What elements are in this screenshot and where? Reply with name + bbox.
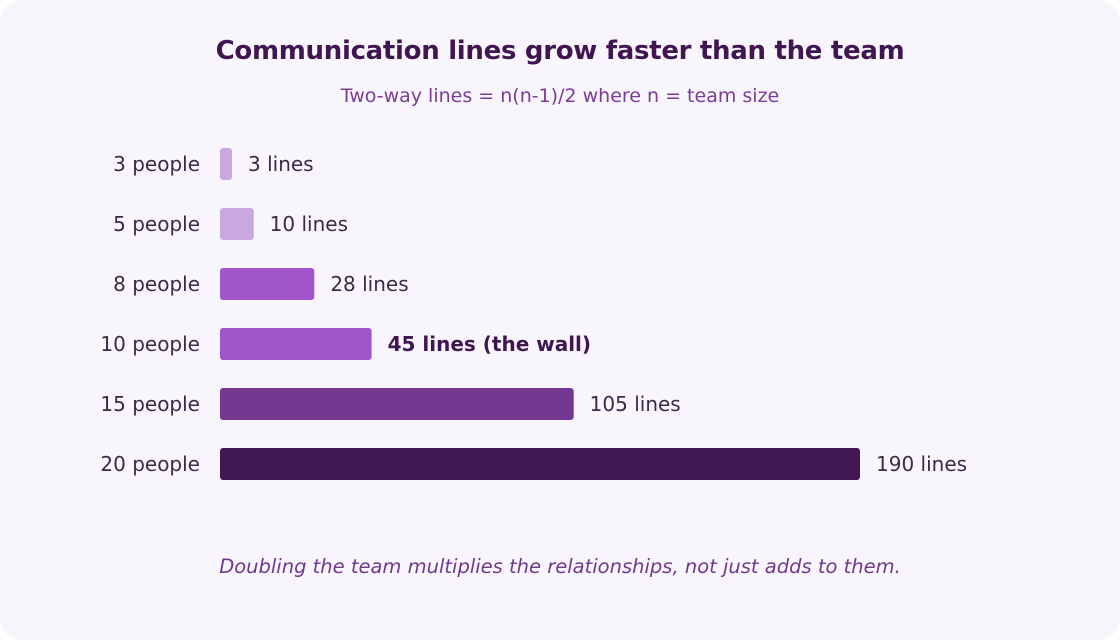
bar xyxy=(220,208,254,240)
bar xyxy=(220,148,232,180)
data-label: 28 lines xyxy=(330,272,408,296)
data-label: 190 lines xyxy=(876,452,967,476)
chart-annotation: Doubling the team multiplies the relatio… xyxy=(219,555,901,578)
category-label: 10 people xyxy=(100,332,200,356)
data-label: 10 lines xyxy=(270,212,348,236)
chart-title: Communication lines grow faster than the… xyxy=(215,36,905,66)
bar xyxy=(220,388,574,420)
category-label: 5 people xyxy=(113,212,200,236)
bar xyxy=(220,328,372,360)
category-label: 3 people xyxy=(113,152,200,176)
bar xyxy=(220,268,315,300)
chart-subtitle: Two-way lines = n(n-1)/2 where n = team … xyxy=(340,85,780,107)
data-label: 3 lines xyxy=(248,152,314,176)
category-label: 20 people xyxy=(100,452,200,476)
bar xyxy=(220,448,860,480)
data-label: 45 lines (the wall) xyxy=(388,332,591,356)
data-label: 105 lines xyxy=(590,392,681,416)
category-label: 15 people xyxy=(100,392,200,416)
category-label: 8 people xyxy=(113,272,200,296)
